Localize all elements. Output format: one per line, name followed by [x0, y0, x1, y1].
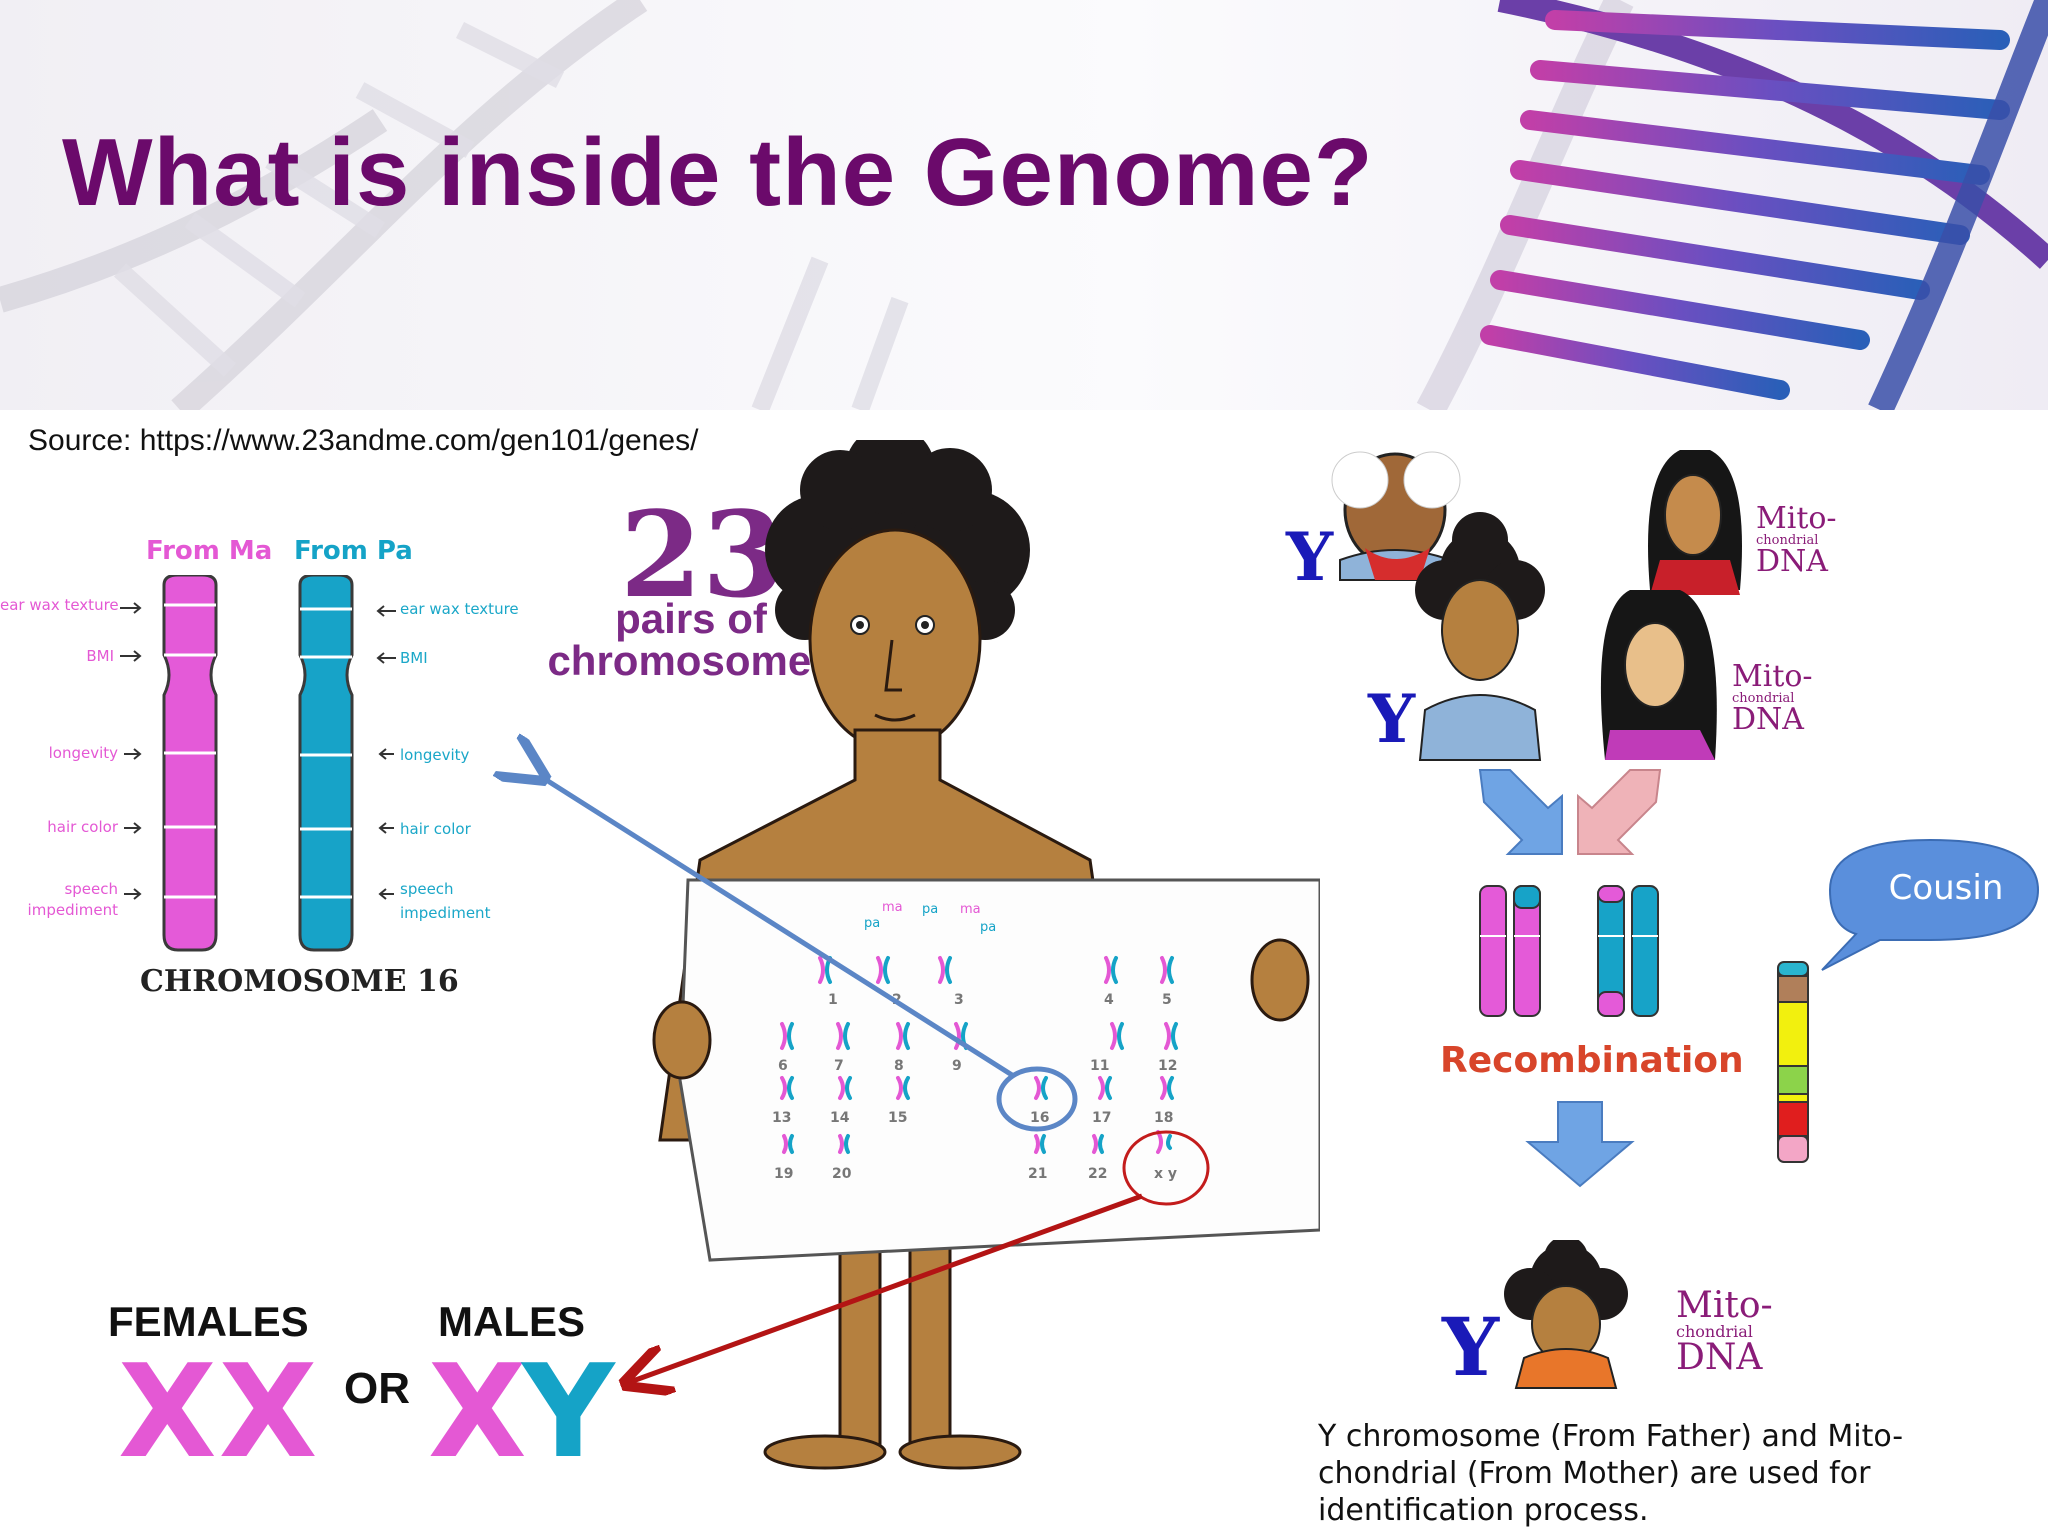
ma-trait-impediment: impediment: [27, 901, 118, 919]
ma-trait-earwax: ear wax texture: [0, 596, 119, 614]
cousin-chromosome: [1777, 961, 1809, 1163]
males-label: MALES: [438, 1298, 585, 1345]
karyotype-number: 13: [772, 1110, 792, 1126]
karyotype-ma-label: ma: [960, 902, 981, 917]
from-ma-label: From Ma: [146, 536, 273, 566]
karyotype-number: 11: [1090, 1058, 1110, 1074]
karyotype-number: 9: [952, 1058, 962, 1074]
y-symbol-father: Y: [1368, 680, 1416, 758]
from-pa-label: From Pa: [294, 536, 413, 566]
pink-converge-arrow: [1577, 769, 1662, 855]
pairs-text-line1: pairs of: [615, 595, 767, 642]
karyotype-number: 8: [894, 1058, 904, 1074]
cousin-speech-bubble: [1821, 838, 2040, 971]
source-citation: Source: https://www.23andme.com/gen101/g…: [28, 424, 699, 457]
females-label: FEMALES: [108, 1298, 309, 1345]
karyotype-pa-label: pa: [980, 920, 997, 935]
ma-trait-longevity: longevity: [48, 744, 118, 762]
karyotype-number: 18: [1154, 1110, 1174, 1126]
child-illustration: [1504, 1240, 1628, 1389]
identification-footnote: Y chromosome (From Father) and Mito-chon…: [1318, 1419, 1904, 1528]
pa-trait-earwax: ear wax texture: [400, 600, 519, 618]
slide-title: What is inside the Genome?: [62, 119, 1374, 226]
karyotype-number: 1: [828, 992, 838, 1008]
pa-trait-longevity: longevity: [400, 746, 470, 764]
recombined-chromosomes: [1479, 885, 1659, 1017]
karyotype-number: 19: [774, 1166, 794, 1182]
mito-dna-grandmother: Mito- chondrial DNA: [1756, 501, 1837, 579]
ma-trait-arrows: [120, 602, 142, 900]
karyotype-number: 15: [888, 1110, 908, 1126]
down-arrow: [1525, 1101, 1635, 1188]
mito-dna-child: Mito- chondrial DNA: [1676, 1285, 1773, 1378]
pa-trait-hair: hair color: [400, 820, 471, 838]
karyotype-number: 4: [1104, 992, 1114, 1008]
karyotype-number: 3: [954, 992, 964, 1008]
karyotype-number: 22: [1088, 1166, 1108, 1182]
converging-arrows: [1478, 769, 1662, 855]
karyotype-number: 14: [830, 1110, 850, 1126]
mito-dna-mother: Mito- chondrial DNA: [1732, 659, 1813, 737]
pa-trait-speech: speech: [400, 880, 454, 898]
karyotype-number: 12: [1158, 1058, 1178, 1074]
karyotype-number: 17: [1092, 1110, 1112, 1126]
pairs-text: pairs of chromosomes: [546, 598, 836, 682]
blue-converge-arrow: [1478, 769, 1563, 855]
karyotype-chart: [780, 956, 1178, 1154]
karyotype-number: 7: [834, 1058, 844, 1074]
pairs-text-line2: chromosomes: [547, 637, 835, 684]
y-symbol-child: Y: [1442, 1300, 1500, 1394]
dna-banner: [0, 0, 2048, 410]
pairs-number: 23: [620, 485, 785, 624]
recombination-label: Recombination: [1440, 1040, 1744, 1081]
cousin-label: Cousin: [1888, 868, 2004, 908]
karyotype-number: 5: [1162, 992, 1172, 1008]
karyotype-number: 6: [778, 1058, 788, 1074]
chromosome-16-caption: CHROMOSOME 16: [140, 964, 459, 999]
y-symbol-grandfather: Y: [1286, 518, 1334, 596]
ma-trait-speech: speech: [64, 880, 118, 898]
karyotype-number: x y: [1154, 1166, 1178, 1182]
or-label: OR: [344, 1364, 410, 1413]
pa-trait-impediment: impediment: [400, 904, 491, 922]
family-illustration: [1331, 450, 1742, 761]
chromosome-16-pa: [298, 575, 354, 952]
karyotype-pa-label: pa: [864, 916, 881, 931]
ma-trait-bmi: BMI: [86, 647, 114, 665]
xx-female-chromosomes: XX: [118, 1338, 320, 1487]
karyotype-number: 20: [832, 1166, 852, 1182]
karyotype-ma-label: ma: [882, 900, 903, 915]
chromosome-16-highlight-circle: [996, 1066, 1078, 1132]
karyotype-number: 21: [1028, 1166, 1048, 1182]
karyotype-number: 16: [1030, 1110, 1050, 1126]
pa-trait-bmi: BMI: [400, 649, 428, 667]
cousin-bubble-group: [1777, 838, 2040, 1163]
ma-trait-hair: hair color: [47, 818, 118, 836]
chromosome-16-ma: [162, 575, 218, 952]
red-pointer-arrow: [630, 1193, 1143, 1382]
xy-x-letter: X: [428, 1338, 529, 1487]
sex-chromosome-highlight-circle: [1122, 1130, 1210, 1206]
pa-trait-arrows: [376, 605, 396, 900]
xy-y-letter: Y: [522, 1338, 617, 1487]
blue-pointer-arrow: [540, 776, 1014, 1078]
karyotype-pa-label: pa: [922, 902, 939, 917]
